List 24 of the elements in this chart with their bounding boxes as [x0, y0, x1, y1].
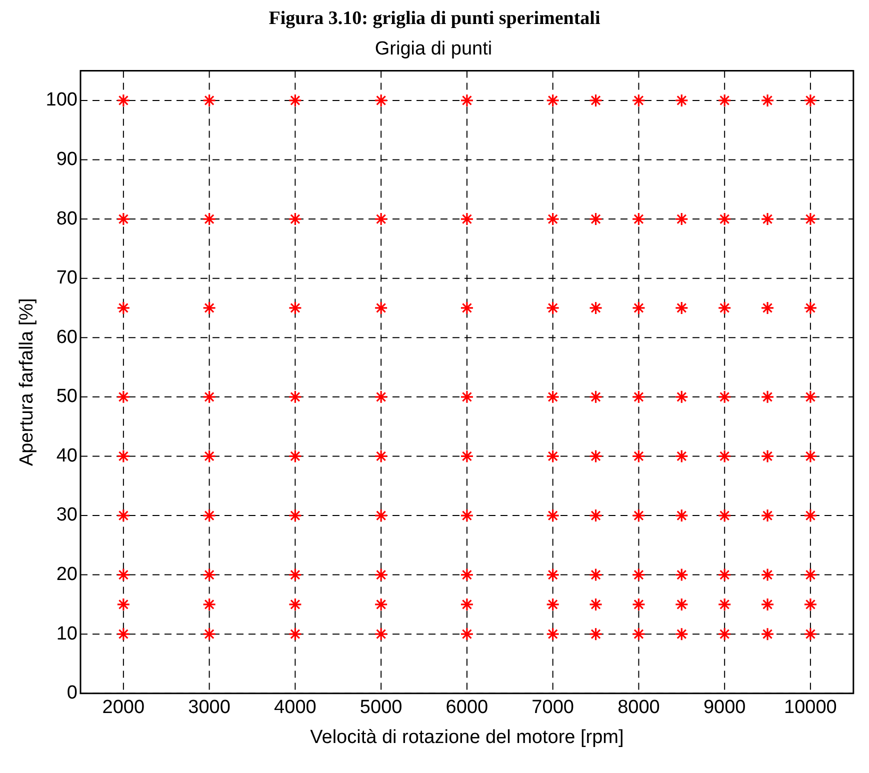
- x-tick-label: 7000: [532, 697, 574, 718]
- x-tick-label: 9000: [703, 697, 746, 718]
- x-tick-label: 8000: [618, 697, 660, 718]
- y-tick-label: 90: [56, 148, 78, 170]
- x-tick-label: 3000: [188, 697, 230, 718]
- x-axis-title: Velocità di rotazione del motore [rpm]: [310, 726, 624, 748]
- y-tick-label: 0: [66, 682, 78, 704]
- y-axis-title: Apertura farfalla [%]: [16, 298, 38, 466]
- x-tick-label: 10000: [784, 697, 837, 718]
- y-tick-label: 10: [56, 623, 78, 644]
- y-tick-label: 20: [56, 564, 78, 586]
- text: Figura 3.10: griglia di punti sperimentali: [268, 8, 602, 30]
- y-tick-label: 40: [56, 445, 78, 466]
- y-tick-label: 80: [56, 208, 78, 230]
- x-tick-label: 2000: [102, 697, 145, 718]
- y-tick-label: 70: [56, 268, 78, 289]
- y-tick-label: 30: [56, 504, 78, 526]
- chart-title: Grigia di punti: [374, 38, 492, 60]
- y-tick-label: 60: [56, 326, 78, 348]
- y-tick-label: 50: [56, 386, 78, 408]
- x-tick-label: 4000: [274, 697, 316, 718]
- x-tick-label: 5000: [360, 697, 402, 718]
- y-tick-label: 100: [46, 90, 78, 111]
- x-tick-label: 6000: [446, 697, 488, 718]
